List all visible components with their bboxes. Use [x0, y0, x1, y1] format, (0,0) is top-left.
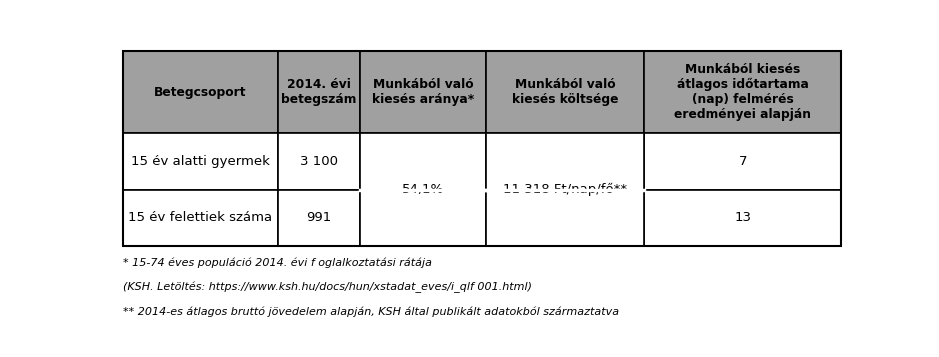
Bar	[485, 51, 644, 133]
Bar	[485, 133, 644, 190]
Text: Munkából való
kiesés költsége: Munkából való kiesés költsége	[512, 78, 618, 106]
Text: 2014. évi
betegszám: 2014. évi betegszám	[282, 78, 357, 106]
Bar	[123, 51, 278, 133]
Text: 3 100: 3 100	[300, 155, 338, 168]
Bar	[361, 133, 485, 190]
Bar	[123, 51, 841, 246]
Bar	[644, 190, 841, 246]
Text: 991: 991	[306, 211, 331, 225]
Text: Betegcsoport: Betegcsoport	[154, 86, 247, 99]
Text: (KSH. Letöltés: https://www.ksh.hu/docs/hun/xstadat_eves/i_qlf 001.html): (KSH. Letöltés: https://www.ksh.hu/docs/…	[123, 282, 532, 293]
Bar	[361, 51, 485, 133]
Bar	[123, 190, 278, 246]
Text: 13: 13	[734, 211, 751, 225]
Bar	[278, 51, 361, 133]
Text: 11 318 Ft/nap/fő**: 11 318 Ft/nap/fő**	[503, 183, 627, 196]
Text: Munkából kiesés
átlagos időtartama
(nap) felmérés
eredményei alapján: Munkából kiesés átlagos időtartama (nap)…	[674, 63, 811, 121]
Text: 7: 7	[738, 155, 747, 168]
Bar	[485, 190, 644, 246]
Text: 15 év alatti gyermek: 15 év alatti gyermek	[131, 155, 269, 168]
Text: 54,1%: 54,1%	[402, 183, 444, 196]
Bar	[278, 133, 361, 190]
Text: 15 év felettiek száma: 15 év felettiek száma	[129, 211, 272, 225]
Text: ** 2014-es átlagos bruttó jövedelem alapján, KSH által publikált adatokból szárm: ** 2014-es átlagos bruttó jövedelem alap…	[123, 307, 620, 317]
Bar	[644, 133, 841, 190]
Text: * 15-74 éves populáció 2014. évi f oglalkoztatási rátája: * 15-74 éves populáció 2014. évi f oglal…	[123, 257, 432, 268]
Bar	[361, 190, 485, 246]
Text: Munkából való
kiesés aránya*: Munkából való kiesés aránya*	[372, 78, 474, 106]
Bar	[278, 190, 361, 246]
Bar	[123, 133, 278, 190]
Bar	[644, 51, 841, 133]
